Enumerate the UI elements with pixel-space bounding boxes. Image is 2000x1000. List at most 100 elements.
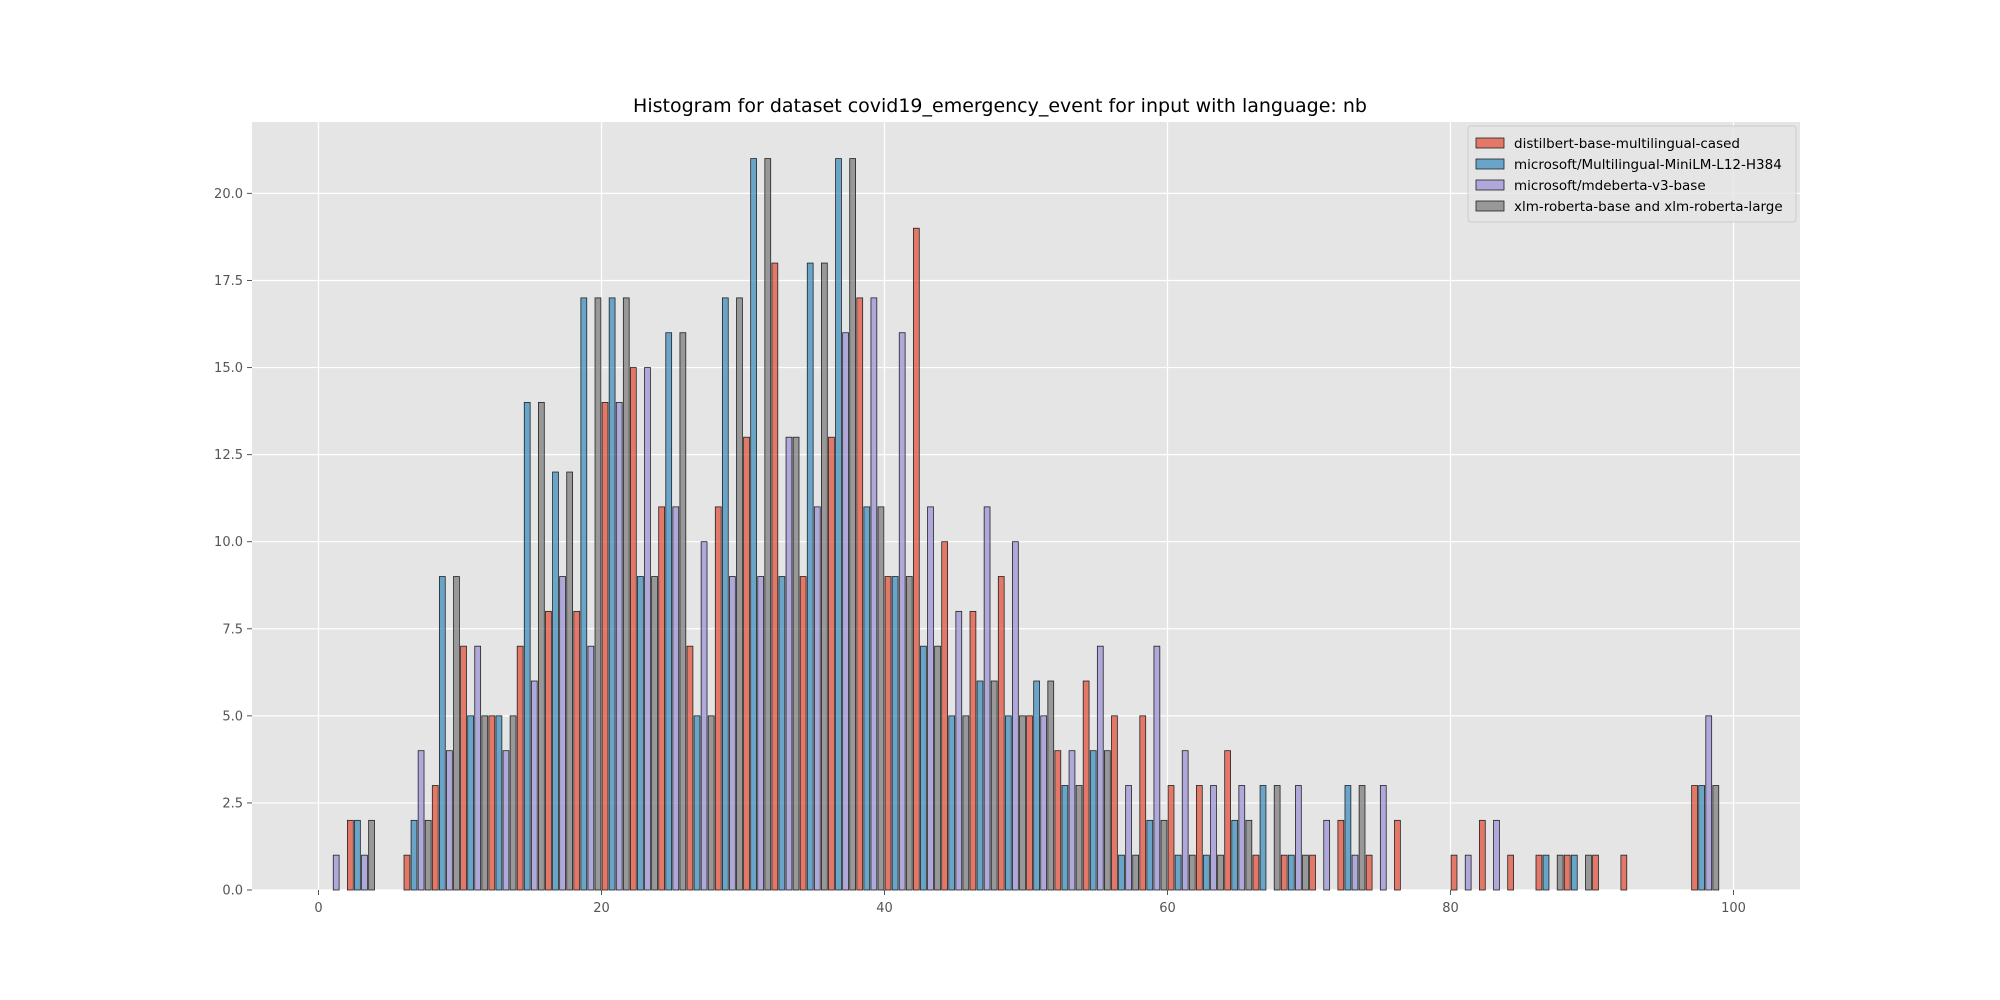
x-tick-label: 40 bbox=[876, 901, 893, 916]
histogram-bar bbox=[417, 750, 425, 891]
histogram-bar bbox=[927, 506, 934, 891]
histogram-bar bbox=[1146, 819, 1154, 891]
histogram-bar bbox=[1019, 715, 1026, 891]
histogram-bar bbox=[368, 819, 375, 891]
legend-box bbox=[1467, 125, 1797, 223]
histogram-bar bbox=[1507, 854, 1514, 891]
histogram-bar bbox=[1033, 680, 1040, 891]
histogram-bar bbox=[905, 576, 913, 891]
histogram-bar bbox=[856, 297, 864, 891]
histogram-bar bbox=[1273, 785, 1281, 891]
histogram-bar bbox=[736, 297, 743, 891]
histogram-bar bbox=[1089, 750, 1097, 891]
histogram-bar bbox=[354, 819, 361, 891]
histogram-bar bbox=[1217, 854, 1224, 891]
histogram-bar bbox=[870, 297, 878, 891]
histogram-bar bbox=[622, 297, 630, 891]
histogram-bar bbox=[1592, 854, 1599, 891]
histogram-bar bbox=[545, 610, 552, 891]
histogram-bar bbox=[467, 715, 474, 891]
histogram-bar bbox=[785, 436, 793, 891]
histogram-bar bbox=[552, 471, 559, 891]
histogram-bar bbox=[431, 785, 439, 891]
histogram-bar bbox=[1012, 541, 1019, 891]
legend-label: distilbert-base-multilingual-cased bbox=[1514, 136, 1740, 152]
histogram-bar bbox=[1478, 819, 1486, 891]
histogram-bar bbox=[672, 506, 680, 891]
histogram-bar bbox=[630, 367, 637, 891]
histogram-bar bbox=[920, 645, 927, 891]
histogram-bar bbox=[446, 750, 453, 891]
histogram-bar bbox=[1210, 785, 1217, 891]
histogram-bar bbox=[1302, 854, 1309, 891]
histogram-bar bbox=[658, 506, 665, 891]
histogram-bar bbox=[1195, 785, 1203, 891]
histogram-bar bbox=[1075, 785, 1083, 891]
x-tick-label: 0 bbox=[314, 901, 322, 916]
histogram-bar bbox=[1493, 819, 1500, 891]
histogram-bar bbox=[1104, 750, 1111, 891]
histogram-bar bbox=[1620, 854, 1628, 891]
x-tick-label: 60 bbox=[1159, 901, 1176, 916]
histogram-bar bbox=[835, 158, 842, 891]
histogram-bar bbox=[474, 645, 482, 891]
histogram-bar bbox=[729, 576, 736, 891]
histogram-bar bbox=[594, 297, 602, 891]
legend: distilbert-base-multilingual-cased micros… bbox=[1467, 125, 1797, 223]
histogram-bar bbox=[615, 401, 623, 891]
histogram-bar bbox=[1040, 715, 1048, 891]
histogram-bar bbox=[799, 576, 807, 891]
histogram-bar bbox=[1358, 785, 1366, 891]
y-tick-label: 17.5 bbox=[214, 274, 243, 289]
histogram-bar bbox=[1188, 854, 1196, 891]
histogram-bar bbox=[679, 332, 687, 891]
histogram-bar bbox=[1698, 785, 1705, 891]
histogram-bar bbox=[1337, 819, 1345, 891]
histogram-bar bbox=[1118, 854, 1125, 891]
y-tick-label: 7.5 bbox=[222, 622, 243, 637]
histogram-bar bbox=[997, 576, 1005, 891]
histogram-bar bbox=[1132, 854, 1139, 891]
histogram-bar bbox=[743, 436, 750, 891]
histogram-bar bbox=[934, 645, 941, 891]
histogram-bar bbox=[1259, 785, 1267, 891]
histogram-bar bbox=[488, 715, 496, 891]
histogram-bar bbox=[700, 541, 708, 891]
histogram-bar bbox=[948, 715, 956, 891]
histogram-bar bbox=[1309, 854, 1316, 891]
y-tick-label: 12.5 bbox=[214, 448, 243, 463]
histogram-bar bbox=[1245, 819, 1253, 891]
histogram-bar bbox=[566, 471, 574, 891]
histogram-bar bbox=[1153, 645, 1161, 891]
histogram-bar bbox=[891, 576, 899, 891]
histogram-bar bbox=[941, 541, 948, 891]
histogram-bar bbox=[644, 367, 651, 891]
histogram-bar bbox=[1026, 715, 1033, 891]
histogram-bar bbox=[410, 819, 418, 891]
histogram-bar bbox=[1705, 715, 1713, 891]
histogram-bar bbox=[1351, 854, 1359, 891]
histogram-bar bbox=[1280, 854, 1288, 891]
histogram-bar bbox=[424, 819, 432, 891]
histogram-bar bbox=[757, 576, 765, 891]
histogram-bar bbox=[962, 715, 970, 891]
histogram-bar bbox=[460, 645, 467, 891]
histogram-bar bbox=[714, 506, 722, 891]
chart-title: Histogram for dataset covid19_emergency_… bbox=[633, 95, 1367, 117]
histogram-bar bbox=[587, 645, 595, 891]
histogram-bar bbox=[1068, 750, 1076, 891]
histogram-bar bbox=[1344, 785, 1352, 891]
histogram-bar bbox=[1365, 854, 1373, 891]
histogram-bar bbox=[481, 715, 489, 891]
histogram-bar bbox=[580, 297, 588, 891]
y-tick-label: 5.0 bbox=[222, 709, 243, 724]
histogram-bar bbox=[403, 854, 411, 891]
histogram-bar bbox=[1174, 854, 1182, 891]
legend-swatch bbox=[1475, 200, 1505, 212]
legend-swatch bbox=[1475, 158, 1505, 170]
histogram-bar bbox=[502, 750, 510, 891]
histogram-bar bbox=[530, 680, 538, 891]
y-tick-label: 10.0 bbox=[214, 535, 243, 550]
histogram-bar bbox=[1570, 854, 1578, 891]
